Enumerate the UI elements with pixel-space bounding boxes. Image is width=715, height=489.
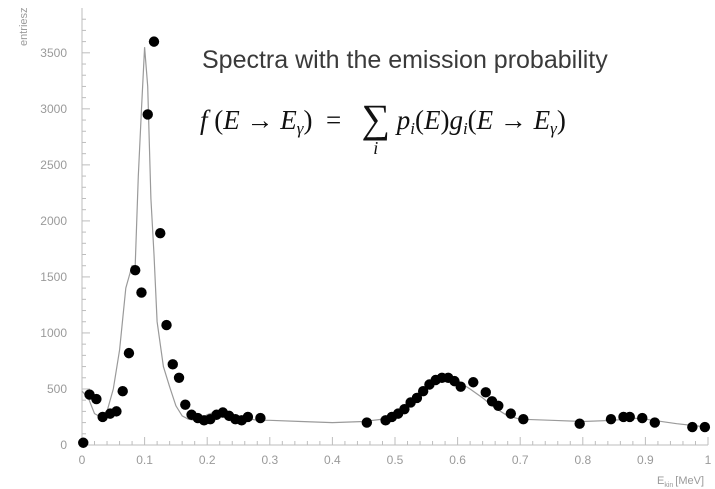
emission-formula: f (E → Eγ) = ∑ i pi(E)gi(E → Eγ) [200,92,566,158]
x-tick-label: 0.5 [387,453,404,467]
data-point [399,403,410,415]
data-point [687,421,698,433]
x-axis-label-unit: [MeV] [675,475,704,487]
data-point [155,228,166,239]
data-point [361,417,373,428]
data-point [117,386,128,397]
data-point [78,437,89,448]
y-axis-label: entriesz [18,7,30,46]
data-point [130,265,141,276]
sum-symbol: ∑ i [361,96,390,158]
x-tick-label: 0.1 [136,453,153,467]
y-tick-labels: 0 500 1000 1500 2000 2500 3000 3500 [40,46,67,452]
x-axis-label: Ekin [MeV] [657,475,704,489]
data-point [148,36,160,47]
data-point [255,412,266,424]
data-point [173,372,185,383]
x-axis-label-main: E [657,475,664,487]
data-point [493,400,504,411]
data-point [574,418,585,429]
data-point [455,381,466,392]
y-tick-label: 2000 [40,214,67,228]
data-point [161,319,172,331]
y-tick-label: 500 [47,382,67,396]
x-tick-labels: 0 0.1 0.2 0.3 0.4 0.5 0.6 0.7 0.8 0.9 1 [79,453,712,467]
y-tick-label: 1500 [40,270,67,284]
data-point [123,347,135,359]
data-point [180,399,191,410]
data-point [417,386,429,397]
x-tick-label: 0.6 [449,453,466,467]
data-point [468,377,479,388]
data-point [91,393,102,405]
x-tick-label: 0.9 [637,453,654,467]
data-point [167,359,178,370]
data-points [78,36,711,448]
x-tick-label: 1 [705,453,712,467]
data-point [480,387,491,398]
data-point [111,406,122,417]
data-point [649,417,660,428]
data-point [605,414,617,425]
x-tick-label: 0.7 [512,453,529,467]
x-tick-label: 0.2 [199,453,216,467]
data-point [242,411,254,423]
y-tick-label: 1000 [40,326,67,340]
data-point [699,421,711,433]
data-point [518,414,529,425]
x-tick-label: 0.4 [324,453,341,467]
x-tick-label: 0.3 [261,453,278,467]
axes [81,8,709,446]
y-tick-label: 3000 [40,102,67,116]
data-point [637,412,648,424]
y-tick-label: 0 [60,438,67,452]
data-point [411,392,423,404]
x-tick-label: 0 [79,453,86,467]
y-tick-label: 2500 [40,158,67,172]
y-tick-label: 3500 [40,46,67,60]
data-point [505,408,517,419]
x-axis-label-sub: kin [664,482,673,489]
data-point [136,287,147,298]
data-point [142,109,153,120]
data-point [624,411,635,423]
annotation-title: Spectra with the emission probability [202,46,608,74]
x-tick-label: 0.8 [574,453,591,467]
